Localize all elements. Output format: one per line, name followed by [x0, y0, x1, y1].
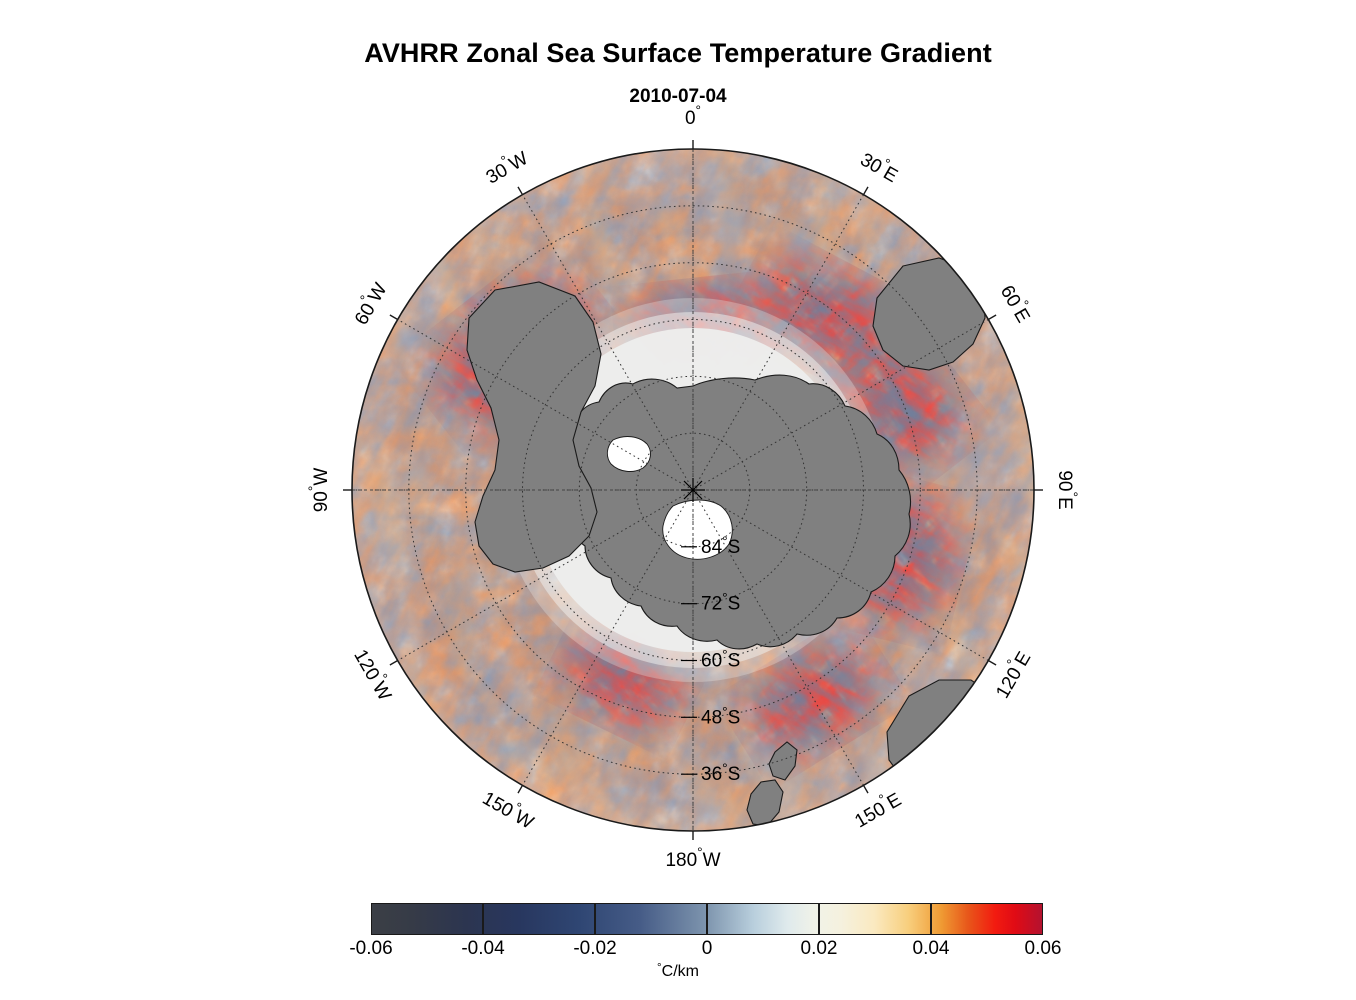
longitude-tick	[517, 784, 524, 794]
colorbar-tick	[482, 903, 484, 935]
colorbar-tick	[930, 903, 932, 935]
colorbar-tick-label: 0	[701, 938, 713, 959]
colorbar-tick-label: -0.06	[349, 938, 393, 959]
longitude-tick	[389, 659, 399, 666]
longitude-label-150W: 150°W	[479, 784, 540, 834]
longitude-tick	[987, 659, 997, 666]
figure-subtitle: 2010-07-04	[629, 86, 727, 107]
latitude-label-84S: 84°S	[701, 533, 740, 558]
filchner-ronne-ice-shelf	[606, 436, 651, 472]
longitude-tick	[862, 186, 869, 196]
longitude-label-90E: 90°E	[1054, 470, 1080, 509]
latitude-label-48S: 48°S	[701, 704, 740, 729]
longitude-label-150E: 150°E	[849, 785, 905, 832]
colorbar-tick-label: -0.04	[461, 938, 505, 959]
latitude-label-72S: 72°S	[701, 590, 740, 615]
colorbar-unit-label: °C/km	[657, 962, 699, 980]
longitude-ticks	[343, 140, 1043, 840]
latitude-label-36S: 36°S	[701, 761, 740, 786]
polar-map: 0° 30°E 60°E 90°E 120°E 150°E 180°W 150°W 120°W 9…	[306, 103, 1080, 871]
south-pole-marker	[681, 478, 705, 502]
colorbar-tick-label: 0.04	[912, 938, 950, 959]
longitude-tick	[862, 784, 869, 794]
colorbar-tick	[594, 903, 596, 935]
longitude-label-60W: 60°W	[347, 277, 392, 329]
latitude-label-60S: 60°S	[701, 647, 740, 672]
longitude-tick	[987, 314, 997, 321]
longitude-label-120E: 120°E	[988, 646, 1035, 702]
longitude-label-90W: 90°W	[306, 468, 332, 513]
longitude-label-180W: 180°W	[665, 845, 720, 871]
longitude-label-60E: 60°E	[996, 280, 1038, 327]
longitude-tick	[389, 314, 399, 321]
longitude-label-120W: 120°W	[349, 644, 399, 705]
colorbar-tick-label: 0.02	[800, 938, 838, 959]
figure-title: AVHRR Zonal Sea Surface Temperature Grad…	[364, 38, 992, 68]
longitude-label-30W: 30°W	[480, 144, 532, 189]
colorbar-tick	[706, 903, 708, 935]
latitude-labels: 84°S 72°S 60°S 48°S 36°S	[681, 533, 740, 785]
map-canvas: 0°30°E60°E90°E120°E150°E180°W150°W120°W9…	[306, 103, 1080, 871]
colorbar-tick	[818, 903, 820, 935]
longitude-label-30E: 30°E	[856, 145, 903, 187]
landmass-tasmania	[930, 799, 958, 823]
longitude-tick	[517, 186, 524, 196]
colorbar-tick-label: -0.02	[573, 938, 617, 959]
colorbar-tick-label: 0.06	[1024, 938, 1062, 959]
